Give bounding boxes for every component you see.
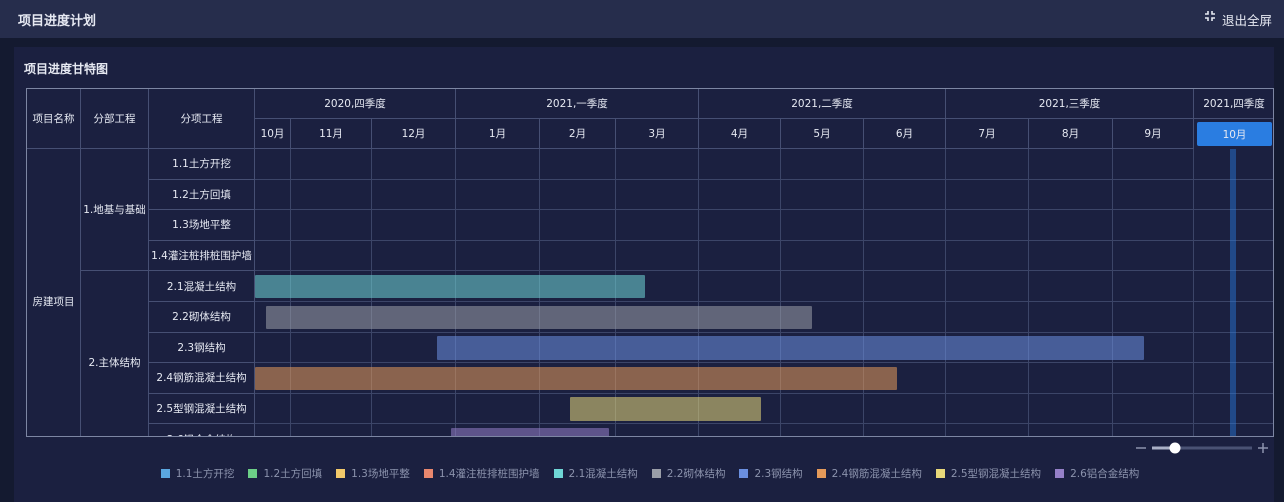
panel-title: 项目进度甘特图	[24, 62, 109, 76]
month-header: 10月	[1194, 119, 1273, 149]
panel: 项目进度甘特图	[14, 47, 1274, 502]
row-line	[255, 392, 1273, 394]
legend-label: 1.4灌注桩排桩围护墙	[438, 467, 540, 480]
grid-col	[698, 149, 699, 436]
row-line	[255, 239, 1273, 241]
legend-swatch	[816, 468, 826, 478]
legend-item: 2.6铝合金结构	[1055, 464, 1139, 482]
month-header: 11月	[291, 119, 372, 149]
grid-col	[1193, 149, 1194, 436]
grid-col	[863, 149, 864, 436]
row-line	[255, 178, 1273, 180]
page-title: 项目进度计划	[18, 14, 97, 29]
column-header: 分部工程	[81, 89, 149, 149]
exit-label: 退出全屏	[1222, 13, 1273, 28]
project-cell: 房建项目	[27, 149, 81, 436]
legend-label: 1.1土方开挖	[175, 467, 235, 480]
month-header: 4月	[699, 119, 781, 149]
legend-swatch	[1055, 468, 1065, 478]
month-header: 6月	[864, 119, 946, 149]
task-bar	[436, 336, 1144, 360]
month-header: 10月	[255, 119, 291, 149]
row-line	[255, 362, 1273, 364]
legend-label: 2.1混凝土结构	[568, 467, 638, 480]
legend-swatch	[739, 468, 749, 478]
legend-label: 2.3钢结构	[754, 467, 803, 480]
task-bar	[265, 305, 812, 330]
legend-label: 1.3场地平整	[351, 467, 410, 480]
grid-col	[1028, 149, 1029, 436]
task-bar	[255, 366, 897, 391]
legend-swatch	[423, 468, 433, 478]
legend-item: 1.4灌注桩排桩围护墙	[423, 464, 540, 482]
month-header: 3月	[616, 119, 699, 149]
legend-item: 2.1混凝土结构	[553, 464, 638, 482]
legend-swatch	[553, 468, 563, 478]
item-cell: 1.1土方开挖	[149, 149, 255, 180]
zoom-slider[interactable]	[1130, 438, 1280, 458]
legend-item: 2.2砌体结构	[651, 464, 726, 482]
month-header: 9月	[1113, 119, 1194, 149]
row-line	[255, 301, 1273, 302]
column-header: 分项工程	[149, 89, 255, 149]
task-bar	[569, 397, 762, 421]
legend-item: 1.1土方开挖	[160, 464, 235, 482]
legend-label: 2.2砌体结构	[666, 467, 726, 480]
legend-label: 2.5型钢混凝土结构	[950, 467, 1042, 480]
top-bar: 项目进度计划 退出全屏	[0, 0, 1284, 38]
month-header: 5月	[781, 119, 864, 149]
quarter-header: 2021,一季度	[456, 89, 699, 119]
quarter-header: 2021,四季度	[1194, 89, 1273, 119]
row-line	[255, 331, 1273, 333]
grid-col	[1112, 149, 1113, 436]
legend: 1.1土方开挖 1.2土方回填 1.3场地平整 1.4灌注桩排桩围护墙 2.1混凝土结构…	[0, 464, 1284, 482]
today-band	[1230, 149, 1236, 436]
grid-col	[945, 149, 946, 436]
task-bar	[450, 427, 610, 436]
legend-swatch	[935, 468, 945, 478]
row-line	[255, 209, 1273, 211]
legend-swatch	[160, 468, 170, 478]
exit-fullscreen[interactable]: 退出全屏	[1204, 10, 1272, 29]
item-cell: 1.4灌注桩排桩围护墙	[149, 240, 255, 272]
task-bar	[255, 274, 646, 299]
quarter-header: 2021,二季度	[699, 89, 946, 119]
item-cell: 2.4钢筋混凝土结构	[149, 363, 255, 394]
group-cell: 1.地基与基础	[81, 149, 149, 272]
legend-item: 1.2土方回填	[248, 464, 322, 482]
month-header: 8月	[1029, 119, 1113, 149]
item-cell: 2.3钢结构	[149, 332, 255, 364]
exit-icon	[1205, 11, 1215, 21]
legend-item: 2.5型钢混凝土结构	[935, 464, 1042, 482]
legend-label: 2.4钢筋混凝土结构	[831, 467, 922, 480]
item-cell: 2.2砌体结构	[149, 302, 255, 333]
column-header: 项目名称	[27, 89, 81, 149]
legend-item: 2.3钢结构	[739, 464, 803, 482]
group-cell: 2.主体结构	[81, 271, 149, 436]
legend-swatch	[248, 468, 258, 478]
legend-label: 1.2土方回填	[263, 467, 323, 480]
item-cell: 2.1混凝土结构	[149, 271, 255, 302]
item-cell: 2.6铝合金结构	[149, 424, 255, 436]
current-month: 10月	[1197, 122, 1272, 146]
quarter-header: 2021,三季度	[946, 89, 1194, 119]
row-line	[255, 270, 1273, 272]
legend-item: 1.3场地平整	[336, 464, 410, 482]
row-line	[255, 423, 1273, 425]
legend-label: 2.6铝合金结构	[1070, 467, 1140, 480]
quarter-header: 2020,四季度	[255, 89, 456, 119]
item-cell: 2.5型钢混凝土结构	[149, 393, 255, 425]
grid-col	[780, 149, 781, 436]
gantt-table: 项目名称 分部工程 分项工程 10月 11月 12月 2020,四季度 1月 2月 3月 2021,…	[26, 88, 1274, 437]
month-header: 7月	[946, 119, 1029, 149]
legend-swatch	[336, 468, 346, 478]
legend-swatch	[651, 468, 661, 478]
month-header: 1月	[456, 119, 540, 149]
month-header: 2月	[540, 119, 616, 149]
month-header: 12月	[372, 119, 456, 149]
item-cell: 1.3场地平整	[149, 210, 255, 241]
item-cell: 1.2土方回填	[149, 179, 255, 211]
legend-item: 2.4钢筋混凝土结构	[816, 464, 922, 482]
